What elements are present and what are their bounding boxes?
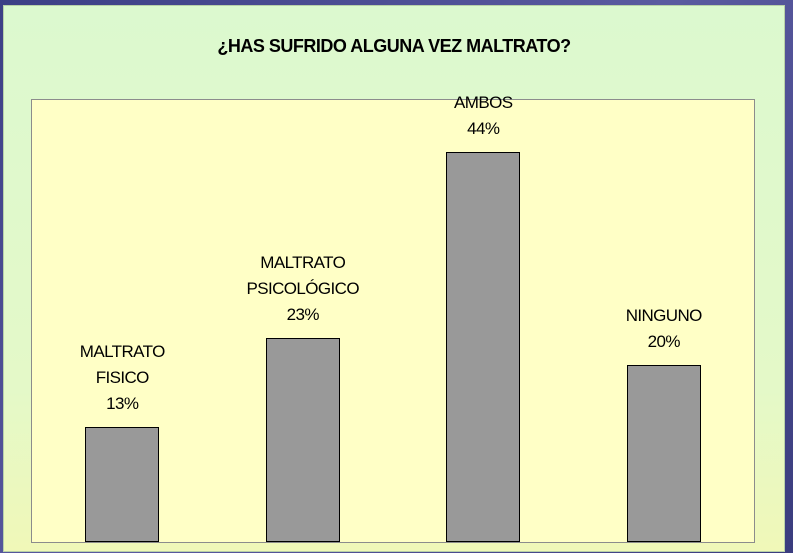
chart-title: ¿HAS SUFRIDO ALGUNA VEZ MALTRATO? — [217, 36, 571, 56]
bar — [265, 338, 340, 542]
bar-label: MALTRATO PSICOLÓGICO 23% — [233, 250, 373, 328]
bar-label: MALTRATO FISICO 13% — [52, 339, 192, 417]
bar — [626, 364, 701, 542]
bar-label: AMBOS 44% — [413, 90, 553, 142]
category-label: NINGUNO — [625, 305, 703, 325]
value-label: 20% — [647, 331, 681, 351]
bar — [85, 426, 160, 542]
bar — [446, 152, 521, 542]
plot-area: MALTRATO FISICO 13% MALTRATO PSICOLÓGICO 23… — [31, 93, 755, 543]
category-label: MALTRATO FISICO — [79, 341, 166, 387]
bar-label: NINGUNO 20% — [594, 303, 734, 355]
value-label: 13% — [106, 393, 139, 413]
value-label: 44% — [467, 119, 500, 139]
category-label: AMBOS — [454, 93, 513, 113]
category-label: MALTRATO PSICOLÓGICO — [246, 253, 360, 299]
value-label: 23% — [286, 305, 320, 325]
chart-panel: ¿HAS SUFRIDO ALGUNA VEZ MALTRATO? MALTRA… — [3, 5, 785, 552]
